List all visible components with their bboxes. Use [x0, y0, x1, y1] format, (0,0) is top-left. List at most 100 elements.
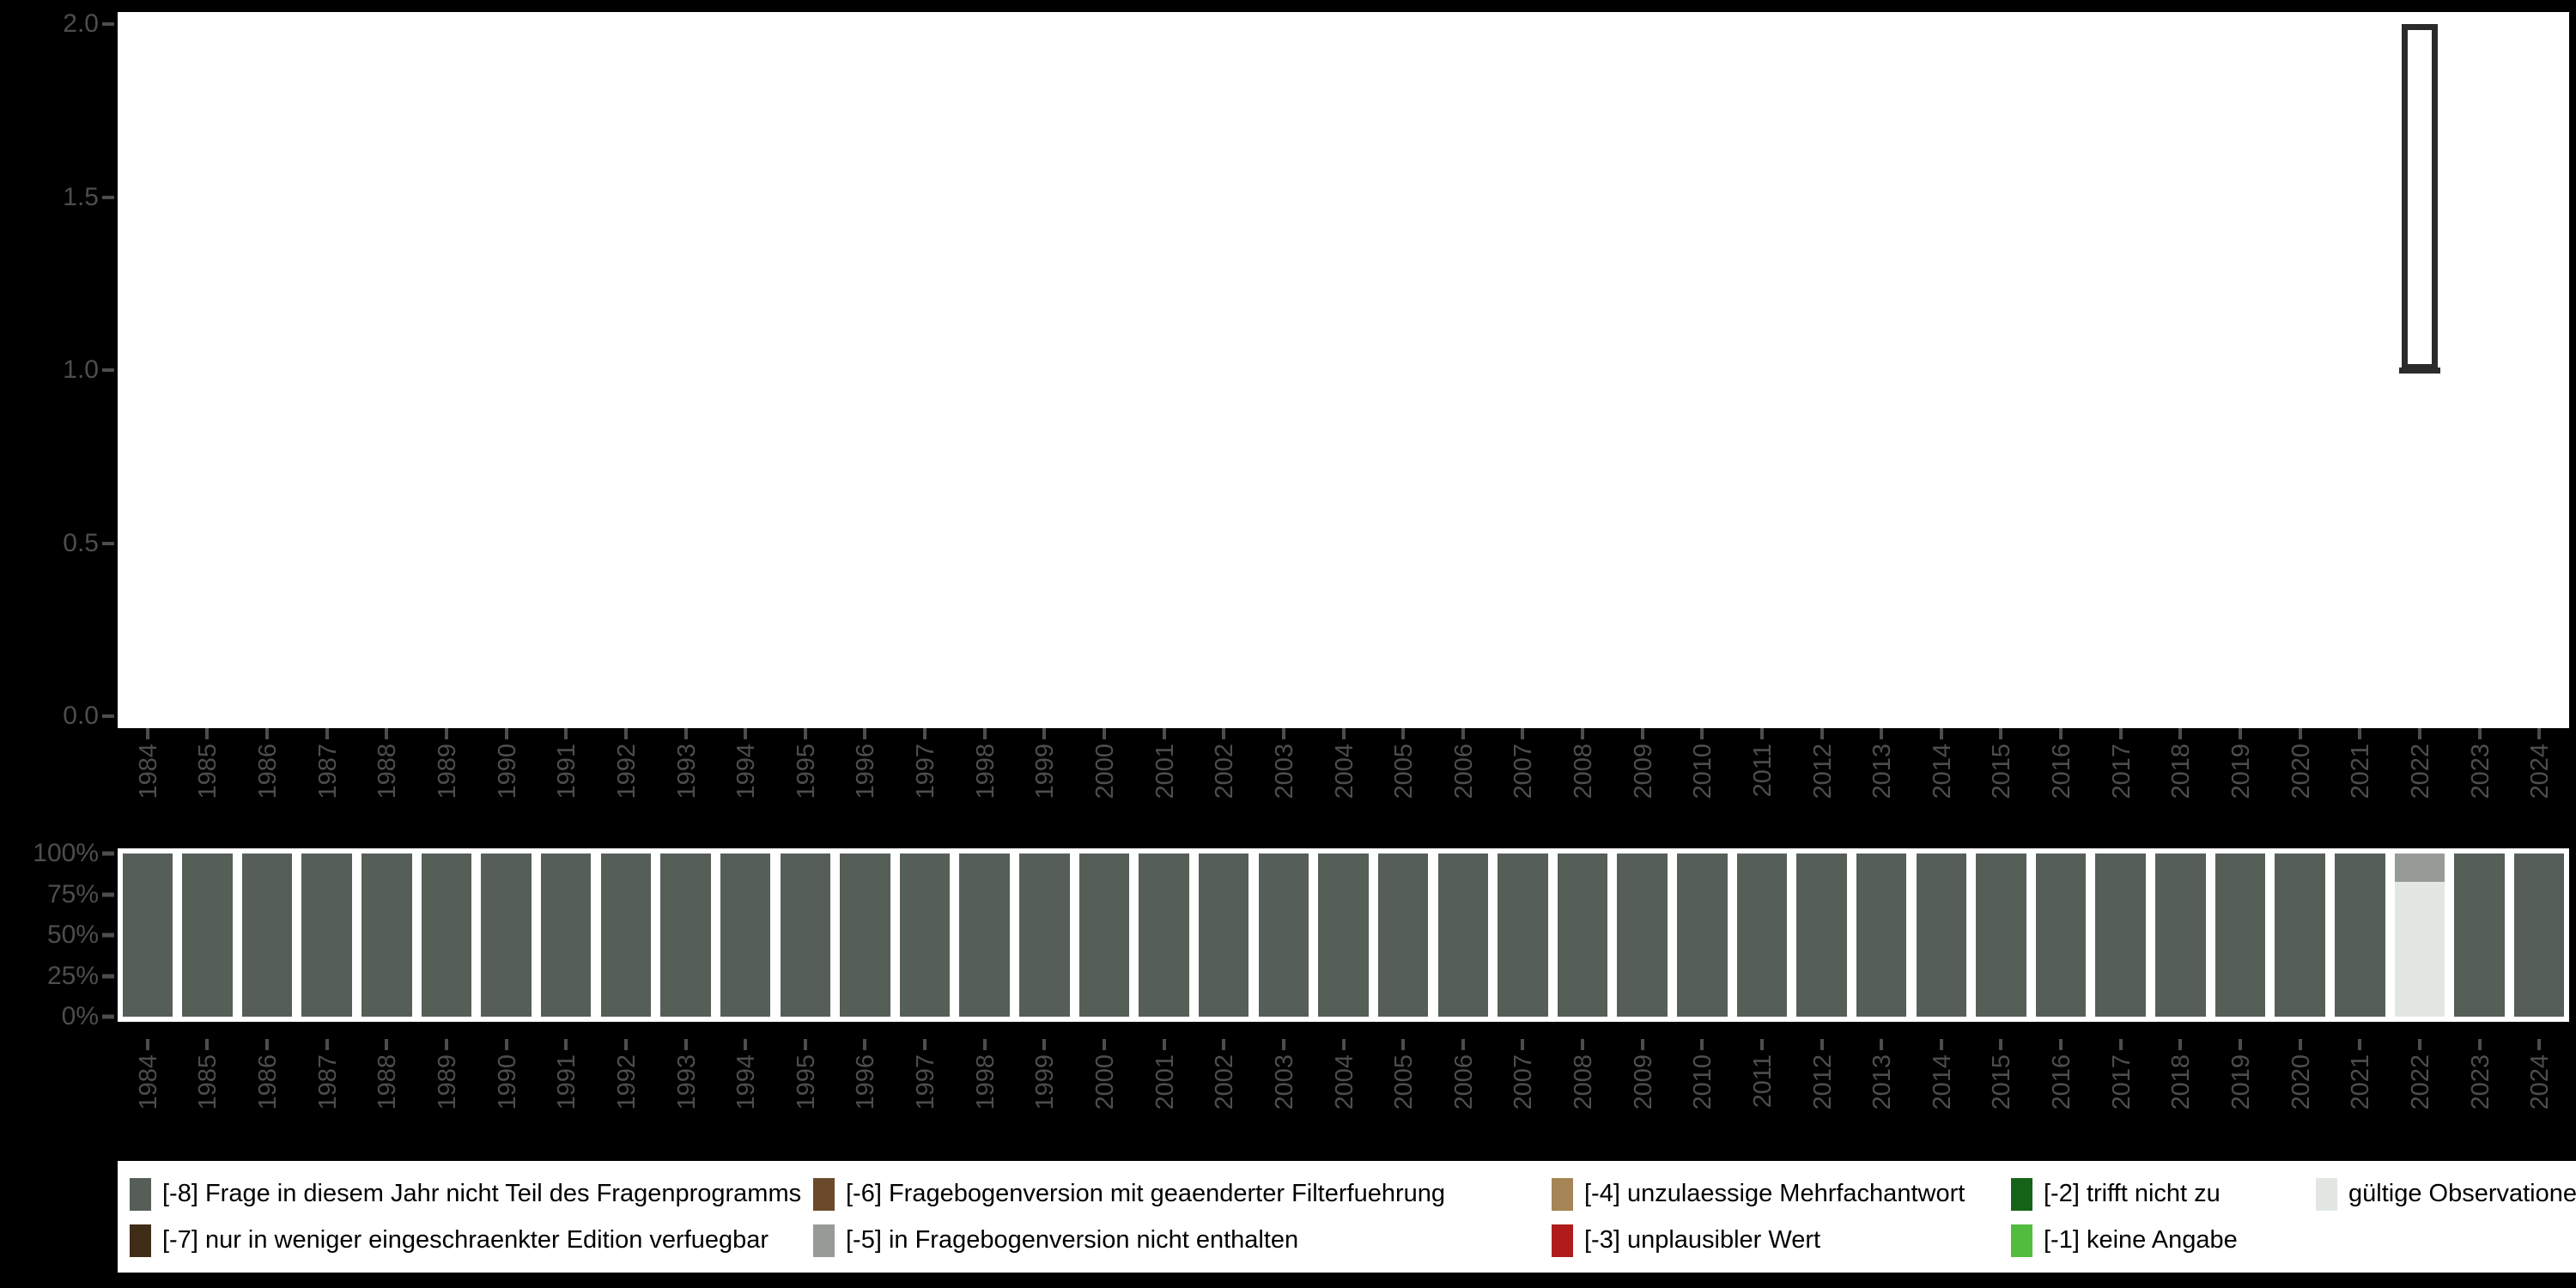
legend-item[interactable]: [-3] unplausibler Wert	[1552, 1224, 1820, 1257]
stacked-bar-segment	[1019, 854, 1070, 1017]
legend-item-label: [-6] Fragebogenversion mit geaenderter F…	[846, 1180, 1445, 1207]
stacked-bar-segment	[840, 854, 890, 1017]
top-x-tick-label: 1991	[553, 744, 581, 799]
stacked-bar-segment	[2215, 854, 2266, 1017]
top-x-tick-mark	[145, 728, 149, 739]
bottom-x-tick-mark	[1581, 1039, 1585, 1050]
stacked-bar	[1796, 854, 1847, 1017]
legend-swatch-icon	[130, 1224, 151, 1257]
stacked-bar-segment	[122, 854, 173, 1017]
distribution-panel	[118, 12, 2569, 728]
stacked-bar	[2513, 854, 2565, 1017]
bottom-x-tick-label: 2018	[2167, 1054, 2196, 1110]
bottom-y-tick-mark	[102, 974, 114, 978]
top-x-tick-mark	[2298, 728, 2302, 739]
top-x-tick-mark	[325, 728, 329, 739]
stacked-bar	[1377, 854, 1429, 1017]
top-x-tick-mark	[2178, 728, 2183, 739]
bottom-x-tick-label: 1994	[732, 1054, 761, 1110]
bottom-x-tick-mark	[1939, 1039, 1943, 1050]
bottom-x-tick-mark	[1341, 1039, 1346, 1050]
top-x-tick-label: 2018	[2167, 744, 2196, 799]
bottom-x-tick-mark	[803, 1039, 807, 1050]
top-x-tick-mark	[2537, 728, 2542, 739]
top-x-tick-mark	[1401, 728, 1406, 739]
bottom-x-tick-label: 1993	[672, 1054, 701, 1110]
top-x-tick-mark	[803, 728, 807, 739]
legend-swatch-icon	[813, 1177, 835, 1211]
stacked-bar-segment	[421, 854, 472, 1017]
stacked-bar-segment	[1318, 854, 1369, 1017]
top-x-tick-mark	[2358, 728, 2362, 739]
top-x-tick-label: 1985	[194, 744, 222, 799]
bottom-x-tick-label: 2017	[2107, 1054, 2136, 1110]
bottom-x-tick-label: 2015	[1988, 1054, 2016, 1110]
stacked-bar-segment	[2335, 854, 2385, 1017]
bottom-x-tick-label: 1986	[254, 1054, 283, 1110]
bottom-y-tick-label: 100%	[33, 839, 99, 867]
top-x-tick-label: 2022	[2406, 744, 2434, 799]
stacked-bar-segment	[1078, 854, 1130, 1017]
bottom-x-tick-mark	[1640, 1039, 1644, 1050]
stacked-bar	[840, 854, 890, 1017]
top-x-tick-mark	[265, 728, 270, 739]
stacked-bar-segment	[2454, 854, 2505, 1017]
top-x-tick-mark	[1341, 728, 1346, 739]
legend-item-label: [-3] unplausibler Wert	[1584, 1226, 1821, 1254]
top-x-tick-label: 2024	[2526, 744, 2555, 799]
stacked-bar	[1498, 854, 1548, 1017]
bottom-y-tick-mark	[102, 851, 114, 856]
top-x-tick-mark	[205, 728, 210, 739]
legend-item[interactable]: [-6] Fragebogenversion mit geaenderter F…	[813, 1177, 1445, 1211]
top-x-tick-label: 2000	[1091, 744, 1119, 799]
stacked-bar-segment	[720, 854, 771, 1017]
bottom-y-tick-mark	[102, 892, 114, 896]
top-x-tick-mark	[1820, 728, 1824, 739]
top-x-tick-mark	[683, 728, 688, 739]
top-x-tick-label: 2021	[2347, 744, 2375, 799]
stacked-bar	[780, 854, 831, 1017]
stacked-bar-segment	[660, 854, 711, 1017]
bottom-x-tick-mark	[2358, 1039, 2362, 1050]
stacked-bar	[1856, 854, 1907, 1017]
bottom-x-tick-label: 2006	[1449, 1054, 1478, 1110]
legend-item[interactable]: [-4] unzulaessige Mehrfachantwort	[1552, 1177, 1965, 1211]
top-y-tick-label: 0.0	[63, 702, 99, 730]
legend-item[interactable]: [-5] in Fragebogenversion nicht enthalte…	[813, 1224, 1298, 1257]
bottom-x-tick-mark	[564, 1039, 568, 1050]
bottom-x-tick-label: 2001	[1151, 1054, 1179, 1110]
stacked-bar	[361, 854, 412, 1017]
stacked-bar	[1258, 854, 1309, 1017]
legend-item[interactable]: [-1] keine Angabe	[2011, 1224, 2238, 1257]
top-x-tick-mark	[385, 728, 389, 739]
top-x-tick-label: 1990	[493, 744, 521, 799]
top-x-tick-label: 1995	[792, 744, 820, 799]
stacked-bar-segment	[2155, 854, 2206, 1017]
top-x-tick-label: 1989	[433, 744, 461, 799]
legend-item[interactable]: [-2] trifft nicht zu	[2011, 1177, 2221, 1211]
stacked-bar	[2095, 854, 2146, 1017]
top-x-tick-mark	[1759, 728, 1764, 739]
legend-item[interactable]: [-7] nur in weniger eingeschraenkter Edi…	[130, 1224, 769, 1257]
bottom-x-tick-mark	[2417, 1039, 2421, 1050]
stacked-bar-segment	[1498, 854, 1548, 1017]
bottom-x-tick-label: 2007	[1510, 1054, 1538, 1110]
stacked-bar	[2155, 854, 2206, 1017]
stacked-bar	[899, 854, 951, 1017]
legend-item[interactable]: [-8] Frage in diesem Jahr nicht Teil des…	[130, 1177, 802, 1211]
legend-swatch-icon	[2316, 1177, 2337, 1211]
bottom-y-tick-mark	[102, 1014, 114, 1019]
top-x-tick-mark	[2118, 728, 2123, 739]
top-x-tick-label: 2005	[1390, 744, 1419, 799]
top-x-tick-label: 1994	[732, 744, 761, 799]
bottom-x-tick-mark	[1999, 1039, 2003, 1050]
stacked-bar	[2215, 854, 2266, 1017]
legend-item[interactable]: gültige Observationen	[2316, 1177, 2576, 1211]
legend-item-label: [-8] Frage in diesem Jahr nicht Teil des…	[162, 1180, 802, 1207]
bottom-x-tick-mark	[1401, 1039, 1406, 1050]
top-x-tick-mark	[2239, 728, 2242, 739]
bottom-x-tick-label: 2011	[1748, 1054, 1777, 1109]
top-x-tick-mark	[923, 728, 927, 739]
stacked-bar	[1557, 854, 1608, 1017]
